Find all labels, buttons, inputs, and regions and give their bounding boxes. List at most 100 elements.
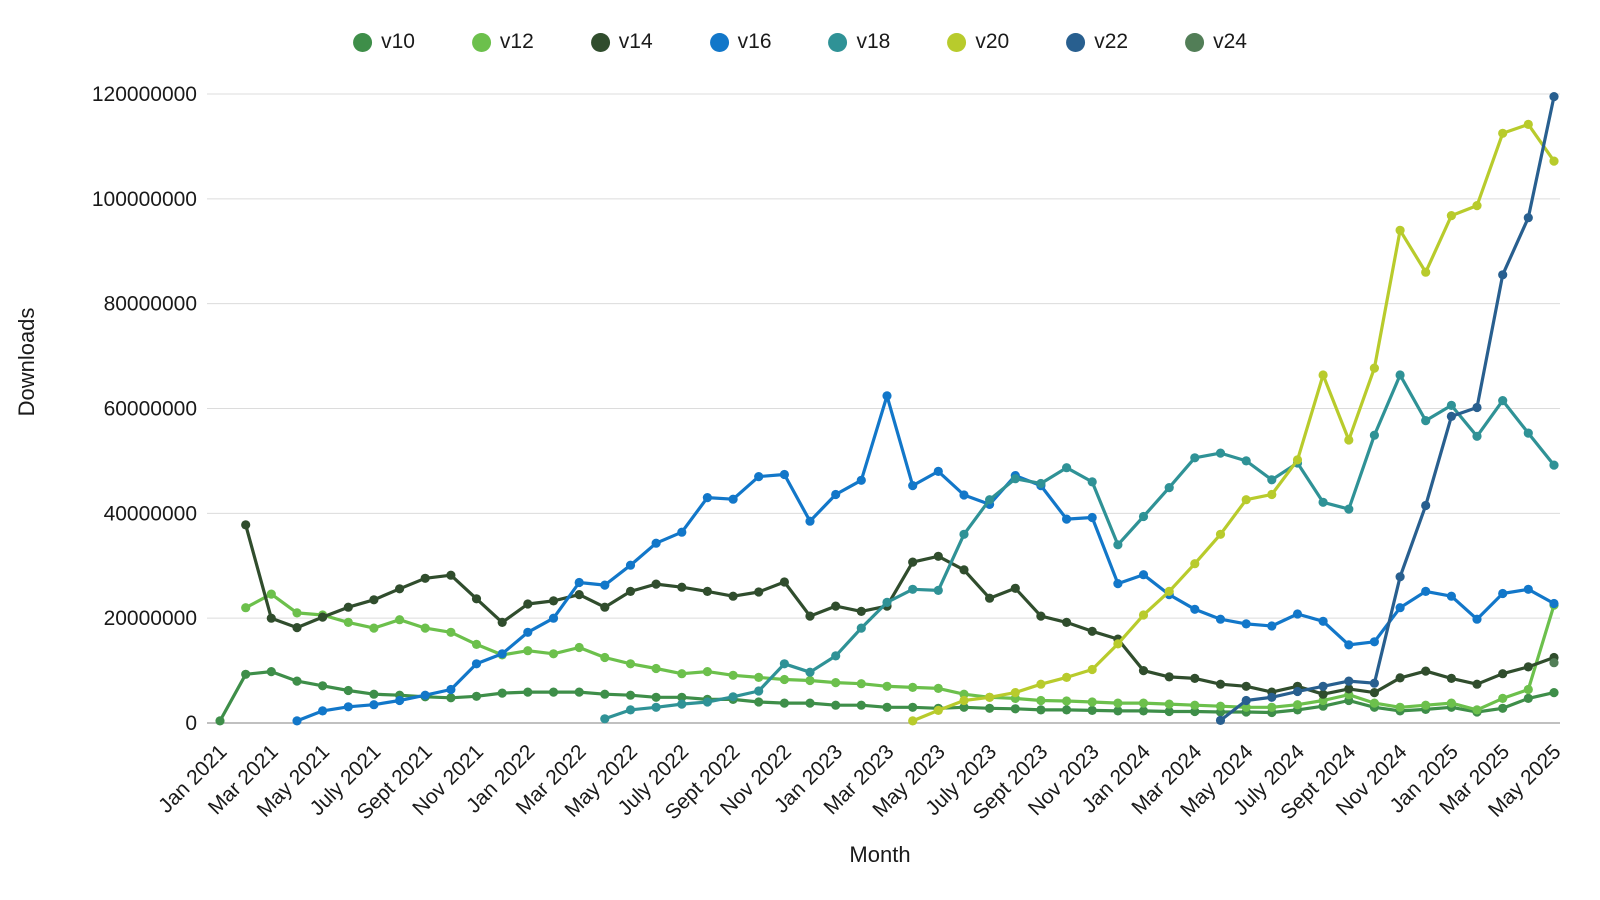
data-point-v18 (1344, 504, 1354, 514)
y-tick-label: 120000000 (92, 83, 197, 106)
data-point-v18 (600, 714, 610, 724)
data-point-v14 (318, 612, 328, 622)
data-point-v14 (1318, 689, 1328, 699)
data-point-v14 (1164, 672, 1174, 682)
data-point-v20 (1190, 559, 1200, 569)
data-point-v14 (523, 599, 533, 609)
data-point-v10 (1498, 703, 1508, 713)
data-point-v16 (1190, 604, 1200, 614)
data-point-v22 (1215, 715, 1226, 726)
data-point-v16 (1292, 609, 1303, 619)
data-point-v18 (882, 597, 892, 608)
data-point-v14 (831, 601, 841, 611)
legend-swatch-icon (828, 32, 848, 52)
data-point-v22 (1369, 678, 1379, 688)
data-point-v10 (1523, 693, 1533, 704)
data-point-v16 (1421, 586, 1431, 597)
data-point-v12 (702, 667, 713, 677)
data-point-v12 (856, 679, 866, 689)
data-point-v16 (1344, 640, 1354, 650)
data-point-v12 (420, 623, 430, 633)
data-point-v10 (266, 667, 276, 677)
data-point-v16 (318, 706, 328, 716)
data-point-v14 (1344, 684, 1354, 694)
data-point-v10 (1164, 706, 1174, 717)
x-axis-title: Month (849, 842, 910, 867)
data-point-v12 (728, 670, 738, 680)
data-point-v12 (1472, 705, 1482, 715)
data-point-v10 (1062, 705, 1072, 715)
data-point-v10 (574, 687, 584, 697)
data-point-v10 (959, 702, 969, 712)
y-tick-label: 60000000 (104, 398, 197, 421)
legend-label: v14 (618, 30, 653, 53)
data-point-v22 (1267, 692, 1277, 702)
data-point-v12 (933, 683, 943, 694)
data-point-v14 (1421, 666, 1431, 676)
data-point-v22 (1523, 213, 1533, 223)
data-point-v10 (1549, 688, 1559, 698)
data-point-v18 (1472, 431, 1482, 441)
data-point-v12 (1369, 698, 1379, 708)
data-point-v12 (1087, 697, 1097, 707)
data-point-v14 (1036, 611, 1046, 621)
data-point-v20 (1113, 639, 1123, 649)
data-point-v10 (1036, 705, 1046, 715)
data-point-v12 (1498, 693, 1508, 704)
series-line-v12 (244, 592, 1556, 712)
data-point-v18 (1113, 540, 1123, 550)
data-point-v18 (677, 699, 687, 709)
data-point-v12 (831, 678, 841, 688)
data-point-v20 (1549, 156, 1559, 166)
data-point-v14 (420, 573, 430, 583)
data-point-v20 (1138, 610, 1149, 620)
data-point-v16 (446, 684, 456, 695)
data-point-v20 (959, 695, 969, 706)
data-point-v22 (1395, 572, 1405, 582)
data-point-v20 (1062, 672, 1072, 683)
series-line-v16 (295, 394, 1556, 723)
data-point-v14 (856, 606, 866, 617)
data-point-v18 (1395, 370, 1405, 380)
data-point-v16 (908, 481, 918, 491)
data-point-v16 (831, 489, 841, 500)
data-point-v18 (1215, 448, 1226, 458)
data-point-v12 (266, 589, 276, 599)
data-point-v10 (343, 685, 353, 696)
series-line-v14 (244, 523, 1556, 696)
data-point-v16 (625, 560, 636, 570)
data-point-v18 (1318, 497, 1328, 507)
y-tick-label: 100000000 (92, 188, 197, 211)
data-point-v12 (625, 659, 636, 669)
legend-swatch-icon (471, 32, 491, 52)
data-point-v12 (677, 669, 687, 679)
data-point-v10 (908, 702, 918, 712)
data-point-v14 (805, 611, 815, 621)
legend-item-v18: v18 (828, 30, 890, 54)
data-point-v20 (985, 692, 995, 702)
series-line-v20 (911, 122, 1556, 723)
data-point-v20 (1164, 586, 1174, 597)
data-point-v18 (1549, 460, 1559, 470)
y-tick-label: 0 (185, 712, 197, 735)
data-point-v12 (908, 682, 918, 693)
data-point-v12 (1062, 696, 1072, 706)
data-point-v16 (1446, 591, 1456, 601)
data-point-v10 (831, 700, 841, 710)
data-point-v18 (1498, 396, 1508, 406)
data-point-v14 (548, 596, 559, 606)
data-point-v10 (523, 687, 533, 697)
data-point-v18 (1087, 477, 1097, 487)
data-point-v10 (292, 676, 302, 686)
data-point-v18 (908, 584, 918, 594)
data-point-v18 (1446, 400, 1456, 410)
legend-swatch-icon (590, 32, 610, 52)
data-point-v18 (1267, 475, 1277, 485)
data-point-v22 (1472, 402, 1482, 413)
data-point-v12 (1523, 684, 1533, 695)
data-point-v16 (1549, 598, 1559, 609)
legend-label: v12 (499, 30, 534, 53)
data-point-v12 (959, 689, 969, 699)
data-point-v16 (1498, 588, 1508, 599)
data-point-v22 (1498, 270, 1508, 280)
